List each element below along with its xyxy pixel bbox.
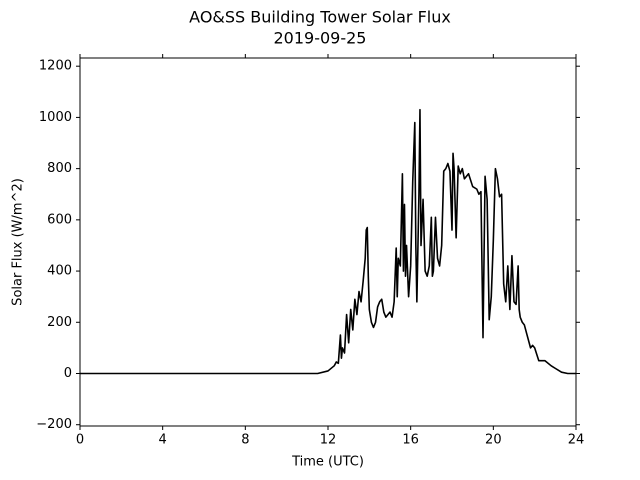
chart-subtitle: 2019-09-25 <box>274 29 367 48</box>
y-tick-label: 1000 <box>39 110 72 125</box>
x-tick-label: 24 <box>568 433 585 448</box>
y-tick-label: 200 <box>47 315 72 330</box>
x-tick-label: 8 <box>241 433 249 448</box>
y-tick-label: 400 <box>47 264 72 279</box>
x-tick-label: 16 <box>402 433 419 448</box>
y-tick-label: 800 <box>47 161 72 176</box>
x-tick-label: 4 <box>159 433 167 448</box>
y-tick-label: 1200 <box>39 59 72 74</box>
x-tick-label: 12 <box>320 433 337 448</box>
x-axis-label: Time (UTC) <box>291 455 364 470</box>
y-axis-label: Solar Flux (W/m^2) <box>11 178 26 306</box>
y-tick-label: −200 <box>36 417 72 432</box>
data-line <box>80 108 576 375</box>
y-tick-label: 0 <box>64 366 72 381</box>
x-tick-label: 20 <box>485 433 502 448</box>
chart-title: AO&SS Building Tower Solar Flux <box>189 8 451 27</box>
y-tick-label: 600 <box>47 212 72 227</box>
x-tick-label: 0 <box>76 433 84 448</box>
